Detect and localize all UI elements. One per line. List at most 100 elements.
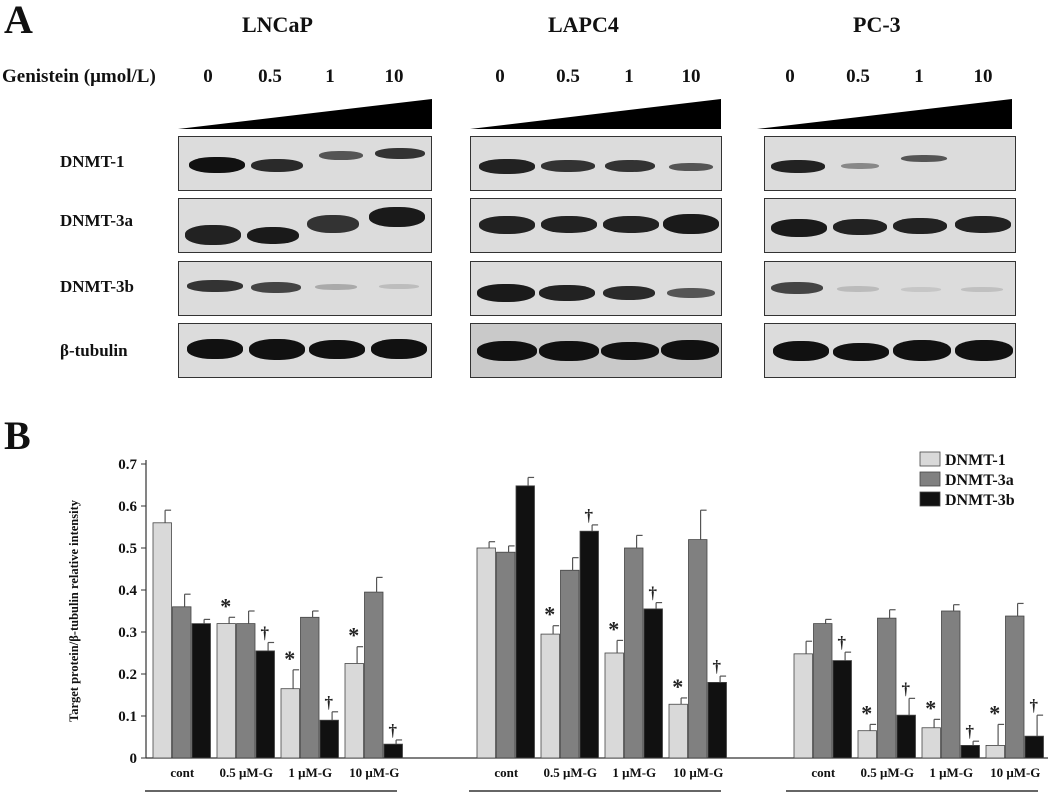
significance-mark: † bbox=[838, 633, 847, 652]
x-tick-label: 1 μM-G bbox=[288, 765, 332, 780]
row-label-dnmt1: DNMT-1 bbox=[60, 152, 125, 171]
bar bbox=[813, 623, 833, 759]
row-label-dnmt3a: DNMT-3a bbox=[60, 211, 134, 230]
x-tick-label: 0.5 μM-G bbox=[219, 765, 273, 780]
bar bbox=[496, 551, 516, 759]
dose-label: 1 bbox=[914, 66, 924, 87]
western-blot-lapc4-dnmt1 bbox=[470, 136, 722, 191]
bar bbox=[319, 719, 339, 759]
legend-label: DNMT-3b bbox=[945, 492, 1015, 509]
x-tick-label: 0.5 μM-G bbox=[543, 765, 597, 780]
y-tick-label: 0.1 bbox=[118, 709, 137, 725]
dose-label: 0.5 bbox=[846, 66, 870, 87]
significance-mark: * bbox=[861, 700, 872, 725]
dose-label: 0 bbox=[785, 66, 795, 87]
legend-swatch bbox=[919, 451, 941, 467]
bar bbox=[191, 623, 211, 759]
bar bbox=[985, 744, 1005, 759]
cell-line-title-lncap: LNCaP bbox=[242, 12, 313, 37]
dose-wedge-lapc4 bbox=[470, 99, 721, 129]
bar bbox=[364, 591, 384, 759]
significance-mark: * bbox=[608, 616, 619, 641]
x-tick-label: 10 μM-G bbox=[673, 765, 723, 780]
significance-mark: † bbox=[902, 679, 911, 698]
dose-label: 0 bbox=[495, 66, 505, 87]
bar bbox=[668, 703, 688, 759]
significance-mark: † bbox=[585, 506, 594, 525]
x-tick-label: cont bbox=[494, 765, 519, 780]
bar bbox=[280, 688, 300, 759]
dose-label: 0.5 bbox=[258, 66, 282, 87]
cell-line-title-pc3: PC-3 bbox=[853, 12, 901, 37]
western-blot-pc3-beta-tubulin bbox=[764, 323, 1016, 378]
bar bbox=[896, 714, 916, 759]
western-blot-pc3-dnmt3a bbox=[764, 198, 1016, 253]
dose-label: 10 bbox=[384, 66, 404, 87]
y-tick-label: 0.7 bbox=[118, 457, 137, 473]
x-tick-label: 10 μM-G bbox=[990, 765, 1040, 780]
x-tick-label: cont bbox=[170, 765, 195, 780]
bar bbox=[1005, 615, 1025, 759]
dose-label: 10 bbox=[973, 66, 993, 87]
bar bbox=[624, 547, 644, 759]
panel-a-letter: A bbox=[4, 0, 33, 42]
bar bbox=[1024, 735, 1044, 759]
bar bbox=[255, 650, 275, 759]
y-tick-label: 0.5 bbox=[118, 541, 137, 557]
bar bbox=[707, 681, 727, 759]
significance-mark: * bbox=[220, 593, 231, 618]
x-tick-label: 1 μM-G bbox=[929, 765, 973, 780]
legend-swatch bbox=[919, 471, 941, 487]
dose-wedge-pc3 bbox=[757, 99, 1012, 129]
legend-label: DNMT-1 bbox=[945, 452, 1006, 469]
bar-chart: 0 0.1 0.2 0.3 0.4 0.5 0.6 0.7 Target protein/β-t… bbox=[67, 451, 1048, 792]
significance-mark: † bbox=[325, 693, 334, 712]
y-tick-label: 0 bbox=[130, 751, 138, 767]
bar bbox=[540, 633, 560, 759]
x-tick-label: 0.5 μM-G bbox=[860, 765, 914, 780]
bar bbox=[579, 530, 599, 759]
western-blot-lncap-dnmt3b bbox=[178, 261, 432, 316]
x-tick-label: cont bbox=[811, 765, 836, 780]
bar bbox=[643, 608, 663, 759]
significance-mark: * bbox=[925, 695, 936, 720]
genistein-label: Genistein (μmol/L) bbox=[2, 66, 156, 87]
bar bbox=[604, 652, 624, 759]
legend-label: DNMT-3a bbox=[945, 472, 1014, 489]
bar bbox=[383, 743, 403, 759]
western-blot-pc3-dnmt3b bbox=[764, 261, 1016, 316]
significance-mark: * bbox=[284, 646, 295, 671]
western-blot-lncap-dnmt3a bbox=[178, 198, 432, 253]
y-tick-label: 0.2 bbox=[118, 667, 137, 683]
dose-label: 10 bbox=[681, 66, 701, 87]
significance-mark: † bbox=[713, 657, 722, 676]
row-label-beta-tubulin: β-tubulin bbox=[60, 341, 128, 360]
dose-label: 1 bbox=[624, 66, 634, 87]
x-tick-label: 10 μM-G bbox=[349, 765, 399, 780]
significance-mark: † bbox=[389, 721, 398, 740]
bar bbox=[216, 623, 236, 759]
bar bbox=[793, 653, 813, 759]
y-tick-label: 0.6 bbox=[118, 499, 137, 515]
significance-mark: * bbox=[544, 602, 555, 627]
cell-line-title-lapc4: LAPC4 bbox=[548, 12, 619, 37]
panel-b-letter: B bbox=[4, 413, 31, 458]
bar bbox=[236, 623, 256, 759]
western-blot-lapc4-dnmt3b bbox=[470, 261, 722, 316]
y-axis-label: Target protein/β-tubulin relative intens… bbox=[67, 499, 81, 722]
dose-label: 1 bbox=[325, 66, 335, 87]
significance-mark: * bbox=[348, 623, 359, 648]
western-blot-lapc4-beta-tubulin bbox=[470, 323, 722, 378]
bar bbox=[476, 547, 496, 759]
bar bbox=[941, 610, 961, 759]
y-tick-label: 0.4 bbox=[118, 583, 137, 599]
dose-label: 0 bbox=[203, 66, 213, 87]
y-tick-label: 0.3 bbox=[118, 625, 137, 641]
significance-mark: * bbox=[989, 700, 1000, 725]
bar bbox=[688, 539, 708, 759]
bar bbox=[560, 569, 580, 759]
significance-mark: † bbox=[649, 584, 658, 603]
significance-mark: † bbox=[1030, 696, 1039, 715]
dose-label: 0.5 bbox=[556, 66, 580, 87]
significance-mark: † bbox=[261, 624, 270, 643]
